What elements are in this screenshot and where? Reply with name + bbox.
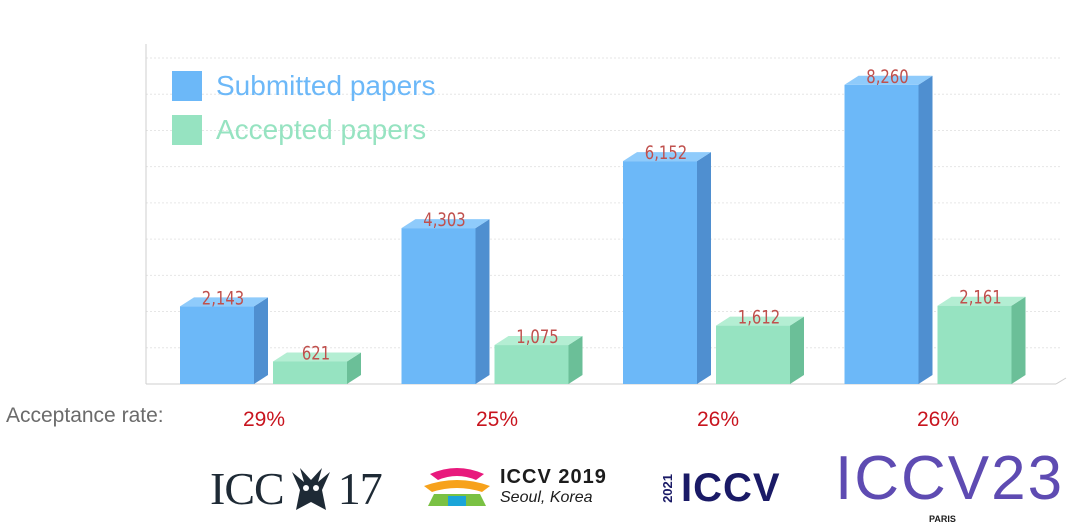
data-label-accepted-0: 621 [302, 343, 330, 365]
bar-top-accepted-0 [273, 352, 361, 362]
bar-top-accepted-1 [494, 336, 583, 346]
iccv21-logo-year: 2021 [660, 474, 675, 503]
bar-submitted-1 [401, 228, 476, 384]
bar-side-submitted-0 [254, 297, 268, 384]
bar-top-accepted-3 [937, 296, 1026, 306]
bar-side-accepted-2 [790, 316, 804, 384]
bar-submitted-2 [623, 161, 697, 384]
legend-label-accepted: Accepted papers [216, 114, 427, 145]
chart-data-labels: 2,143 621 4,303 1,075 6,152 1,612 8,260 2,161 [202, 66, 1002, 365]
seoul-roof-icon [424, 468, 490, 506]
iccv19-logo-location: Seoul, Korea [500, 488, 593, 506]
bar-chart: 2,143 621 4,303 1,075 6,152 1,612 8,260 2,161 [145, 44, 1067, 385]
acceptance-rate-2023: 26% [916, 408, 960, 431]
bar-accepted-2 [716, 325, 790, 384]
iccv17-logo-left: ICC [210, 463, 285, 514]
bar-top-submitted-1 [401, 219, 490, 229]
bar-top-submitted-0 [180, 297, 268, 307]
bar-side-accepted-0 [347, 352, 361, 384]
bar-side-accepted-1 [568, 336, 583, 384]
bar-top-submitted-2 [623, 152, 711, 162]
viking-emblem-icon [291, 467, 330, 510]
iccv21-logo-name: ICCV [681, 466, 781, 510]
legend-item-accepted: Accepted papers [172, 108, 435, 152]
bar-side-submitted-3 [918, 75, 933, 384]
acceptance-rate-label: Acceptance rate: [6, 404, 164, 427]
iccv17-logo-right: 17 [337, 463, 383, 514]
iccv23-logo-year: 23 [991, 444, 1065, 513]
bar-top-accepted-2 [716, 316, 804, 326]
chart-legend: Submitted papers Accepted papers [172, 64, 435, 152]
acceptance-rate-2021: 26% [696, 408, 740, 431]
data-label-submitted-1: 4,303 [423, 209, 465, 231]
legend-label-submitted: Submitted papers [216, 70, 436, 101]
acceptance-rate-2019: 25% [475, 408, 519, 431]
bar-side-accepted-3 [1011, 296, 1026, 384]
bar-side-submitted-1 [475, 219, 490, 384]
bar-accepted-0 [273, 361, 347, 384]
bar-submitted-3 [844, 84, 919, 384]
iccv19-logo: ICCV 2019 Seoul, Korea [420, 464, 607, 508]
data-label-accepted-3: 2,161 [959, 287, 1001, 309]
legend-swatch-accepted [172, 115, 202, 145]
data-label-accepted-2: 1,612 [738, 307, 780, 329]
data-label-submitted-2: 6,152 [645, 142, 687, 164]
data-label-submitted-3: 8,260 [866, 66, 908, 88]
iccv21-logo: 2021 ICCV [660, 466, 781, 511]
chart-grid [146, 57, 1062, 349]
data-label-accepted-1: 1,075 [516, 326, 558, 348]
bar-top-submitted-3 [844, 75, 933, 85]
bar-accepted-3 [937, 305, 1012, 384]
bar-side-submitted-2 [697, 152, 711, 384]
x-axis-depth-line [1055, 377, 1067, 385]
bar-accepted-1 [494, 345, 569, 384]
acceptance-rate-2017: 29% [242, 408, 286, 431]
iccv23-logo-city: PARIS [929, 514, 956, 524]
iccv23-logo-name: ICCV [835, 444, 992, 513]
chart-bars [180, 75, 1026, 384]
legend-item-submitted: Submitted papers [172, 64, 435, 108]
iccv23-logo: ICCV23 PARIS [835, 448, 1062, 525]
iccv17-logo: ICC 17 [210, 462, 383, 515]
data-label-submitted-0: 2,143 [202, 288, 244, 310]
iccv19-logo-title: ICCV 2019 [500, 465, 607, 488]
legend-swatch-submitted [172, 71, 202, 101]
bar-submitted-0 [180, 306, 254, 384]
